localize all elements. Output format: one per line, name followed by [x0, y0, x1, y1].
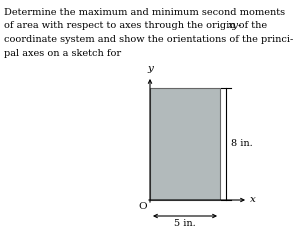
Text: 8 in.: 8 in. [231, 139, 253, 149]
Text: Determine the maximum and minimum second moments: Determine the maximum and minimum second… [4, 8, 285, 17]
Bar [150, 88, 220, 200]
Text: coordinate system and show the orientations of the princi-: coordinate system and show the orientati… [4, 35, 293, 44]
Text: x: x [250, 195, 256, 204]
Text: 5 in.: 5 in. [174, 219, 196, 228]
Text: of area with respect to axes through the origin of the: of area with respect to axes through the… [4, 21, 270, 30]
Text: xy-: xy- [228, 21, 243, 30]
Text: O: O [138, 202, 147, 211]
Text: y: y [147, 64, 153, 73]
Text: pal axes on a sketch for: pal axes on a sketch for [4, 49, 121, 58]
